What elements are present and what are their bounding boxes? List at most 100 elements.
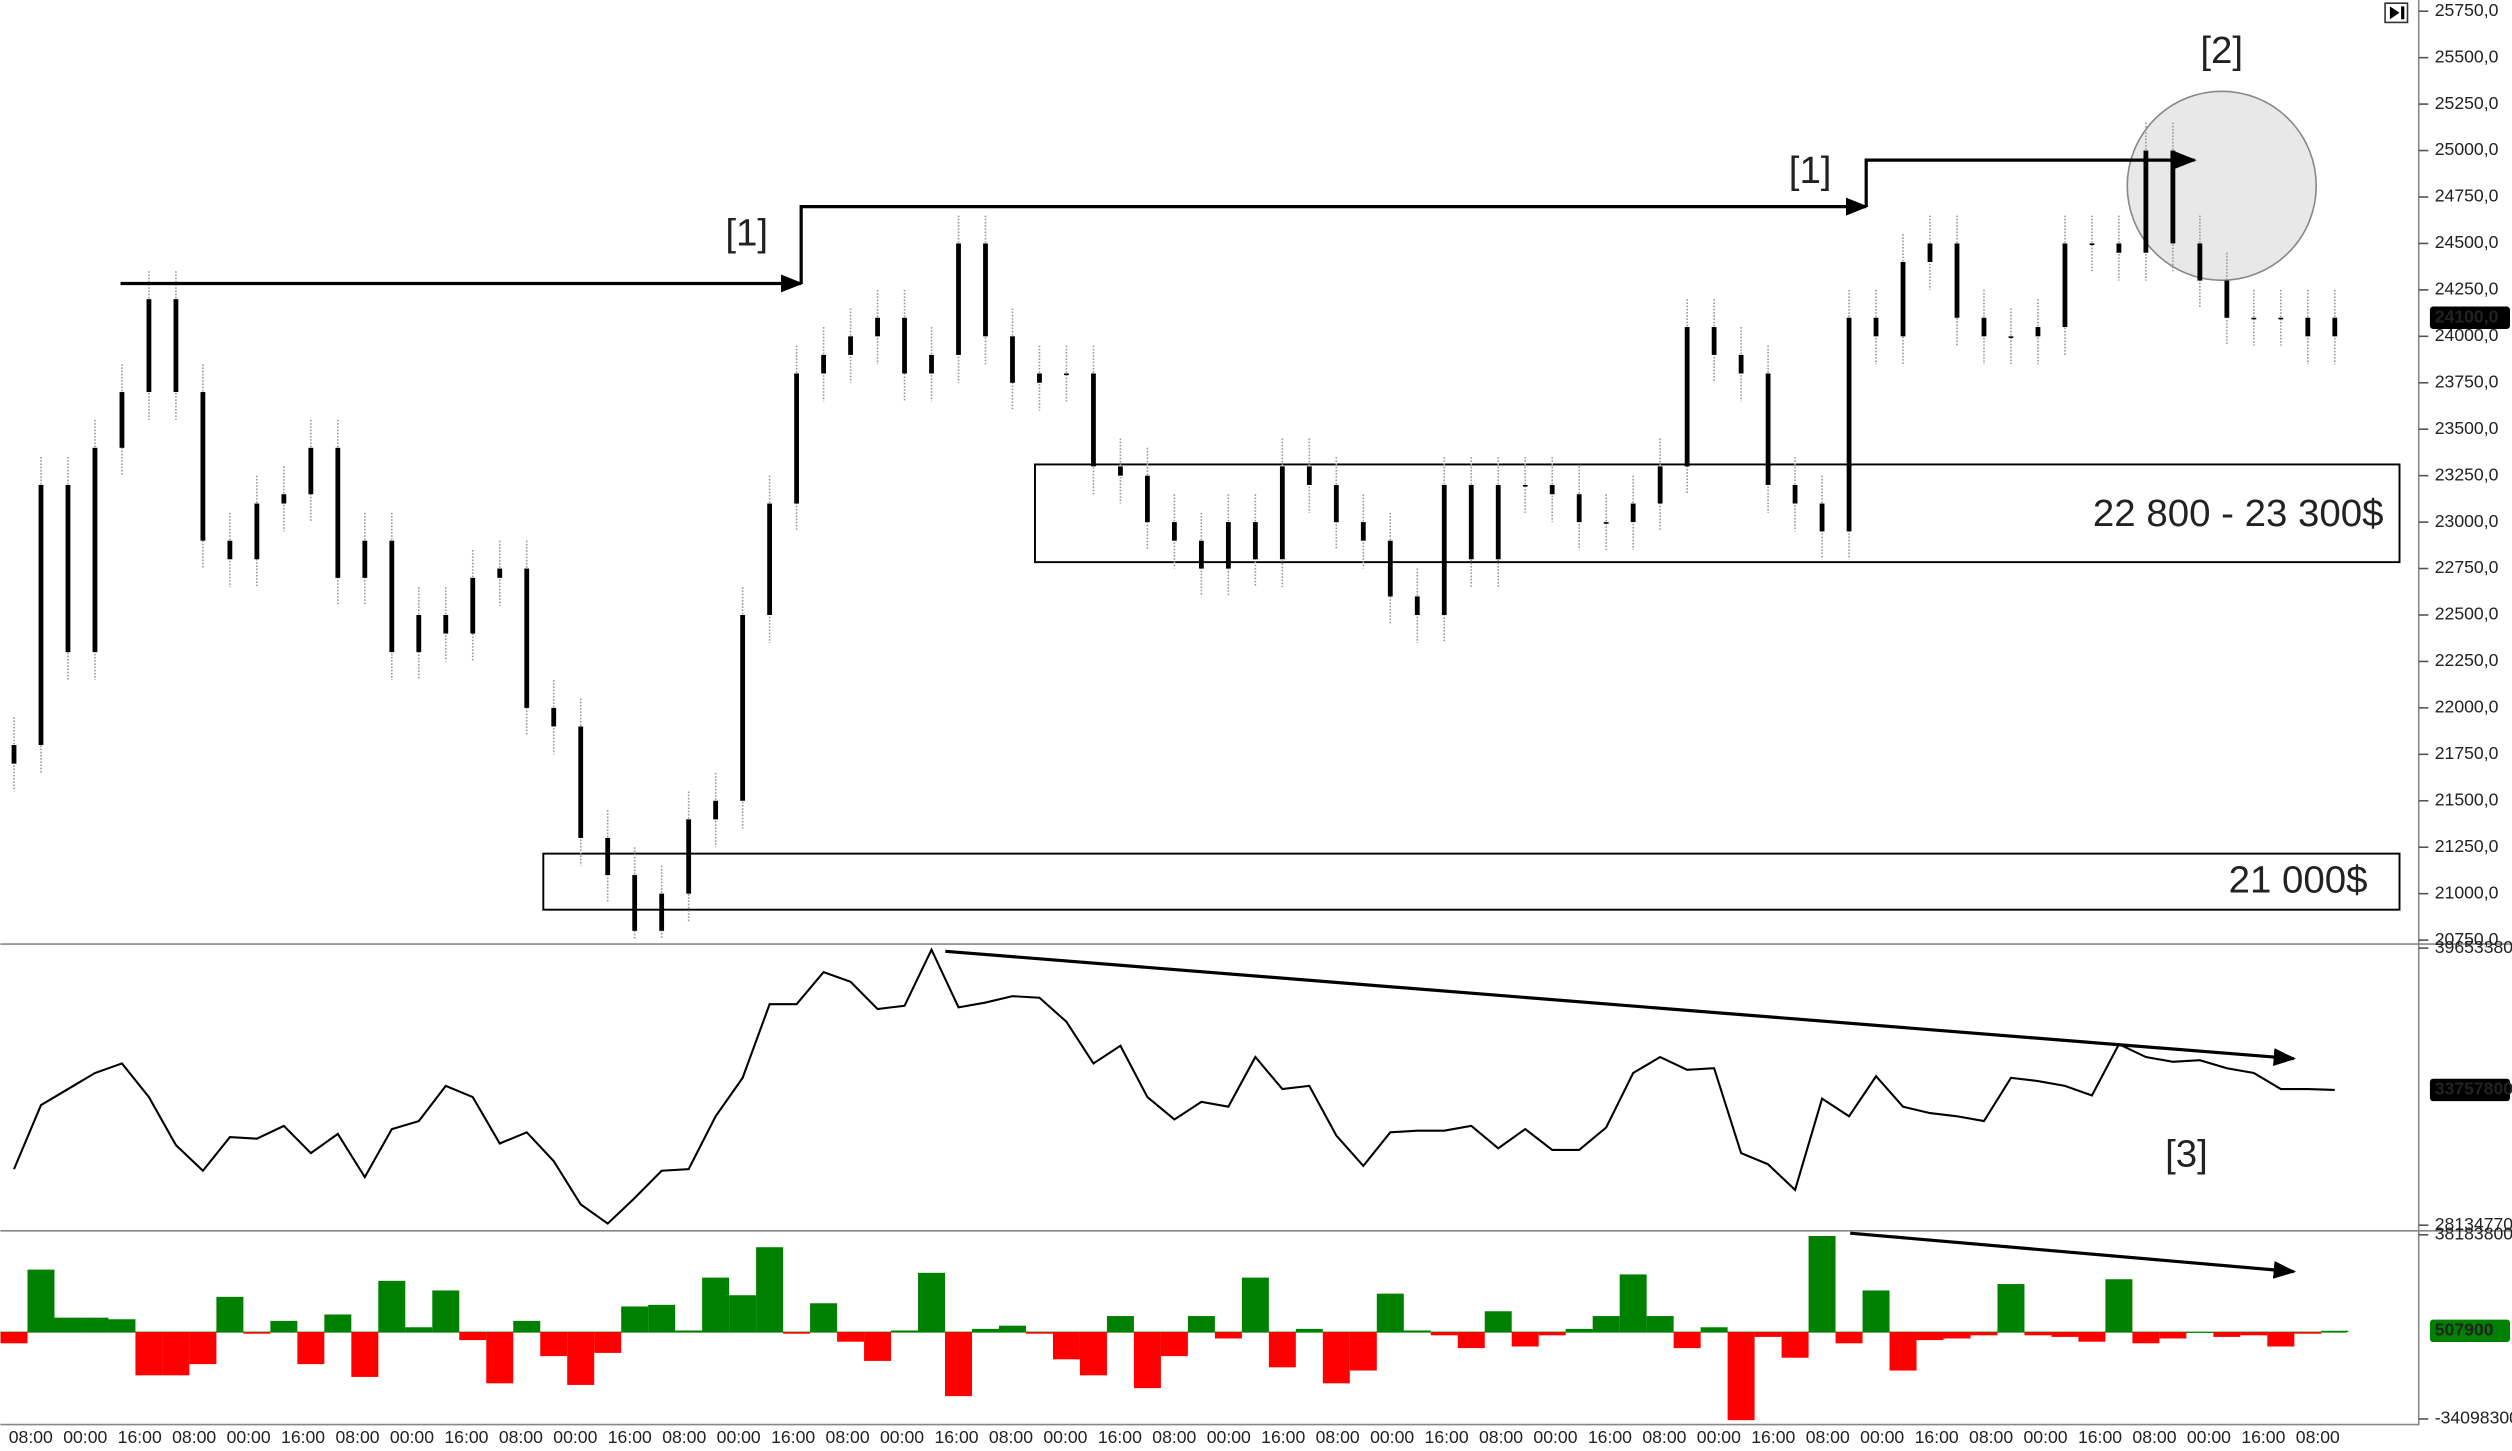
- candle-body: [1495, 484, 1501, 560]
- delta-bar: [1511, 1332, 1539, 1347]
- candle-body: [38, 484, 44, 746]
- candle-body: [2143, 150, 2149, 253]
- y-tick-label: 22750,0: [2435, 557, 2499, 577]
- annotation: [3]: [2165, 1132, 2208, 1175]
- delta-bar: [1457, 1332, 1485, 1349]
- candle-body: [1360, 522, 1366, 541]
- candle-body: [92, 447, 98, 653]
- delta-bar: [1862, 1290, 1890, 1333]
- y-tick-label: 23500,0: [2435, 418, 2499, 438]
- x-tick-label: 16:00: [444, 1427, 488, 1447]
- candle-body: [173, 299, 179, 393]
- candle-body: [767, 503, 773, 615]
- last-value-label: 24100,0: [2435, 306, 2499, 326]
- x-tick-label: 08:00: [826, 1427, 870, 1447]
- delta-bar: [998, 1325, 1026, 1333]
- delta-bar: [729, 1295, 757, 1333]
- candle-body: [416, 614, 422, 653]
- candle-body: [1091, 373, 1096, 467]
- delta-bar: [1808, 1235, 1836, 1333]
- y-tick-label: 22000,0: [2435, 697, 2499, 717]
- annotation: [1]: [725, 212, 768, 255]
- candle-body: [308, 447, 314, 495]
- candle-body: [2089, 243, 2095, 246]
- delta-bar: [1997, 1284, 2025, 1333]
- x-tick-label: 00:00: [1207, 1427, 1251, 1447]
- candle-body: [848, 336, 853, 355]
- y-tick-label: 20750,0: [2435, 929, 2499, 949]
- candle-body: [1549, 484, 1555, 495]
- y-tick-label: 25000,0: [2435, 139, 2499, 159]
- y-tick-label: 21500,0: [2435, 789, 2499, 809]
- delta-bar: [1349, 1332, 1377, 1371]
- last-value-box: [2429, 306, 2511, 329]
- x-tick-label: 00:00: [1697, 1427, 1741, 1447]
- delta-bar: [2294, 1332, 2322, 1334]
- delta-bar: [1268, 1332, 1296, 1368]
- candle-body: [1738, 354, 1744, 374]
- delta-bar: [108, 1319, 136, 1333]
- candle-body: [983, 243, 988, 337]
- candle-body: [1010, 336, 1015, 383]
- candle-body: [2197, 243, 2203, 281]
- x-tick-label: 16:00: [1588, 1427, 1632, 1447]
- delta-bar: [1727, 1332, 1755, 1421]
- delta-bar: [1592, 1316, 1620, 1333]
- candle-body: [1252, 522, 1258, 560]
- x-tick-label: 00:00: [717, 1427, 761, 1447]
- candle-body: [497, 568, 503, 578]
- delta-bar: [540, 1332, 568, 1357]
- x-tick-label: 16:00: [1098, 1427, 1142, 1447]
- candle-body: [659, 893, 665, 931]
- candle-body: [1846, 317, 1852, 532]
- delta-bar: [1619, 1274, 1647, 1333]
- candle-body: [65, 484, 71, 653]
- delta-bar: [54, 1317, 82, 1333]
- delta-bar: [459, 1332, 487, 1341]
- delta-bar: [2024, 1332, 2052, 1336]
- delta-bar: [918, 1272, 946, 1333]
- candle-body: [2116, 243, 2122, 253]
- delta-bar: [162, 1332, 190, 1376]
- delta-bar: [1052, 1332, 1080, 1360]
- y-tick-label: 22250,0: [2435, 650, 2499, 670]
- y-tick-label: 24000,0: [2435, 325, 2499, 345]
- x-tick-label: 16:00: [1915, 1427, 1959, 1447]
- candle-body: [2170, 150, 2176, 244]
- delta-bar: [1646, 1316, 1674, 1333]
- delta-bar: [1106, 1316, 1134, 1333]
- candle-body: [1118, 466, 1123, 476]
- y-tick-label: 24250,0: [2435, 279, 2499, 299]
- delta-bar: [1079, 1332, 1107, 1376]
- candle-body: [875, 317, 880, 337]
- candle-body: [1225, 522, 1231, 569]
- delta-bar: [216, 1296, 244, 1333]
- zone-box: [542, 852, 2401, 911]
- candle-body: [146, 299, 152, 393]
- delta-bar: [1484, 1311, 1512, 1333]
- delta-bar: [2105, 1279, 2133, 1333]
- candle-body: [1792, 484, 1798, 504]
- delta-bar: [1295, 1328, 1323, 1333]
- delta-bar: [432, 1290, 460, 1333]
- candle-body: [1441, 484, 1447, 615]
- candle-body: [2008, 336, 2014, 338]
- x-tick-label: 00:00: [63, 1427, 107, 1447]
- candle-body: [524, 568, 530, 708]
- x-tick-label: 00:00: [2187, 1427, 2231, 1447]
- delta-bar: [27, 1269, 55, 1333]
- x-tick-label: 08:00: [1479, 1427, 1523, 1447]
- candle-body: [11, 745, 17, 764]
- zone-box: [1034, 463, 2401, 564]
- candle-body: [794, 373, 799, 504]
- candle-body: [578, 726, 584, 838]
- delta-bar: [1565, 1328, 1593, 1333]
- delta-bar: [351, 1332, 379, 1377]
- x-tick-label: 08:00: [335, 1427, 379, 1447]
- candle-body: [1603, 522, 1609, 524]
- last-value-box: [2429, 1078, 2511, 1102]
- delta-bar: [675, 1330, 703, 1333]
- scroll-button[interactable]: [2384, 2, 2409, 24]
- candle-body: [1306, 466, 1312, 485]
- highlight-circle: [2126, 90, 2318, 282]
